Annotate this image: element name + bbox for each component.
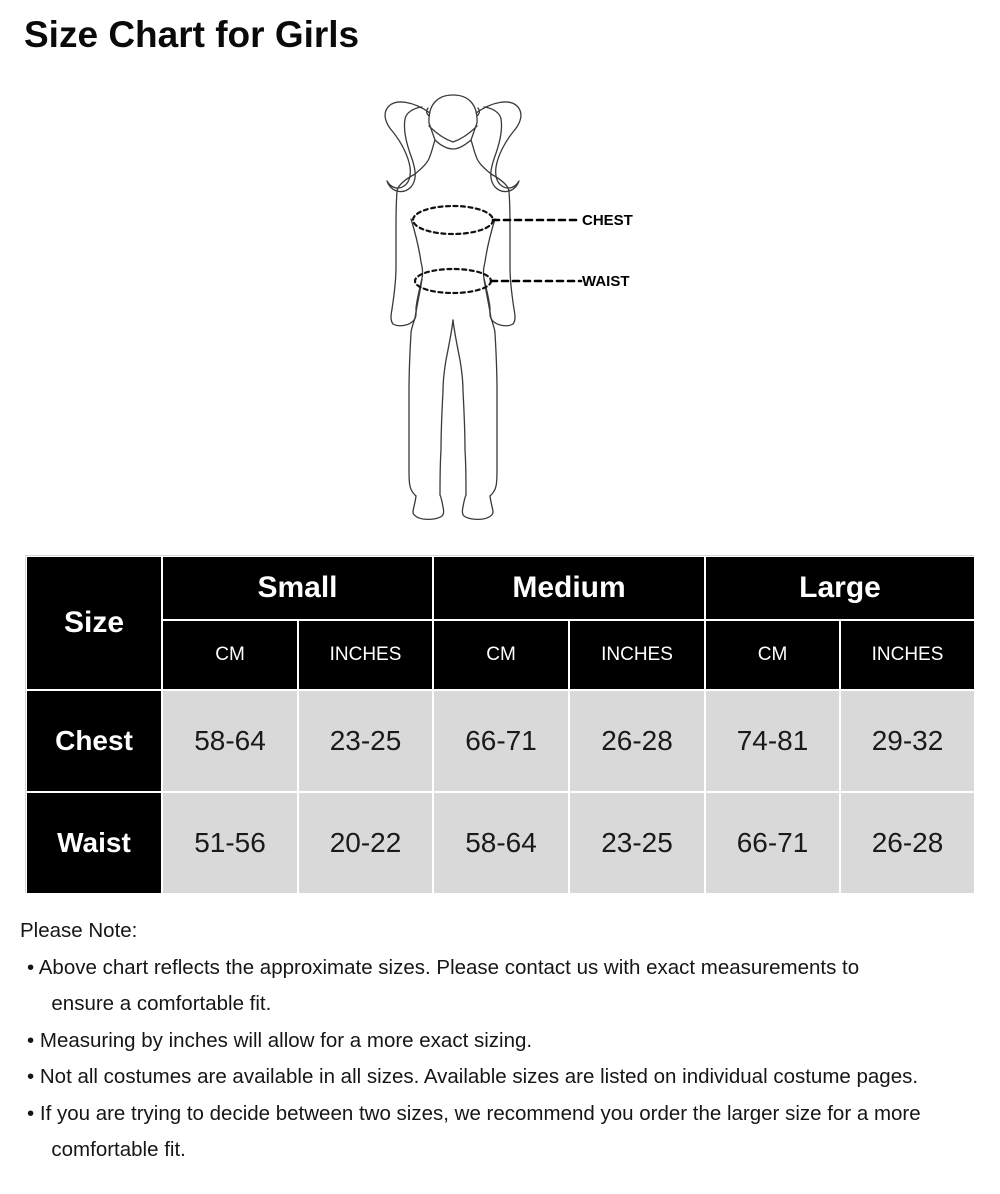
svg-text:CHEST: CHEST xyxy=(582,212,633,229)
svg-text:WAIST: WAIST xyxy=(582,273,630,290)
